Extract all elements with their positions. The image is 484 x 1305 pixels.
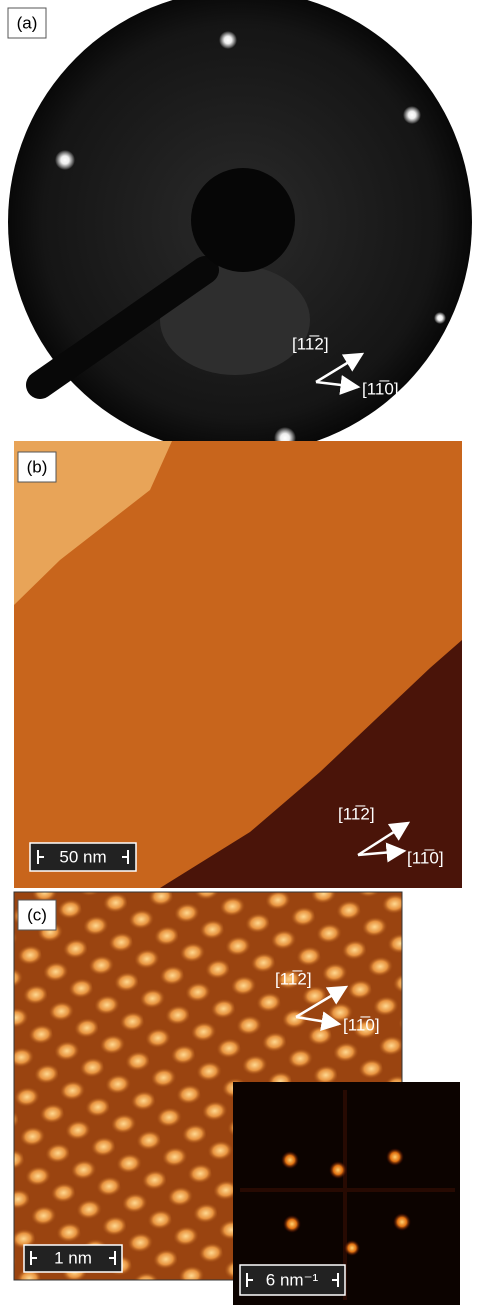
fft-spot [393,1213,411,1231]
scale-bar-label: 50 nm [59,847,106,866]
direction-label: [11̅2] [292,334,329,353]
direction-label: [11̅0] [343,1015,380,1034]
fft-spot [329,1161,347,1179]
spot [55,150,75,170]
fft-spot [386,1148,404,1166]
fft-spot [281,1151,299,1169]
direction-label: [11̅0] [362,379,399,398]
panel-a: [11̅2] [11̅0] (a) [8,0,472,454]
panel-label: (b) [27,457,48,476]
panel-label: (c) [27,905,47,924]
fft-spot [344,1240,360,1256]
panel-label: (a) [17,13,38,32]
scale-bar-label: 6 nm⁻¹ [266,1270,319,1289]
spot [434,312,446,324]
figure: [11̅2] [11̅0] (a) [11̅2] [11̅0] 50 nm (b… [0,0,484,1305]
fft-spot [283,1215,301,1233]
fft-inset: 6 nm⁻¹ [233,1082,460,1305]
spot [403,106,421,124]
panel-c: [11̅2] [11̅0] 1 nm (c) 6 nm⁻¹ [14,892,460,1305]
spot [219,31,237,49]
direction-label: [11̅2] [275,969,312,988]
gun [191,168,295,272]
scale-bar-label: 1 nm [54,1248,92,1267]
panel-b: [11̅2] [11̅0] 50 nm (b) [14,441,462,888]
direction-label: [11̅0] [407,848,444,867]
direction-label: [11̅2] [338,804,375,823]
